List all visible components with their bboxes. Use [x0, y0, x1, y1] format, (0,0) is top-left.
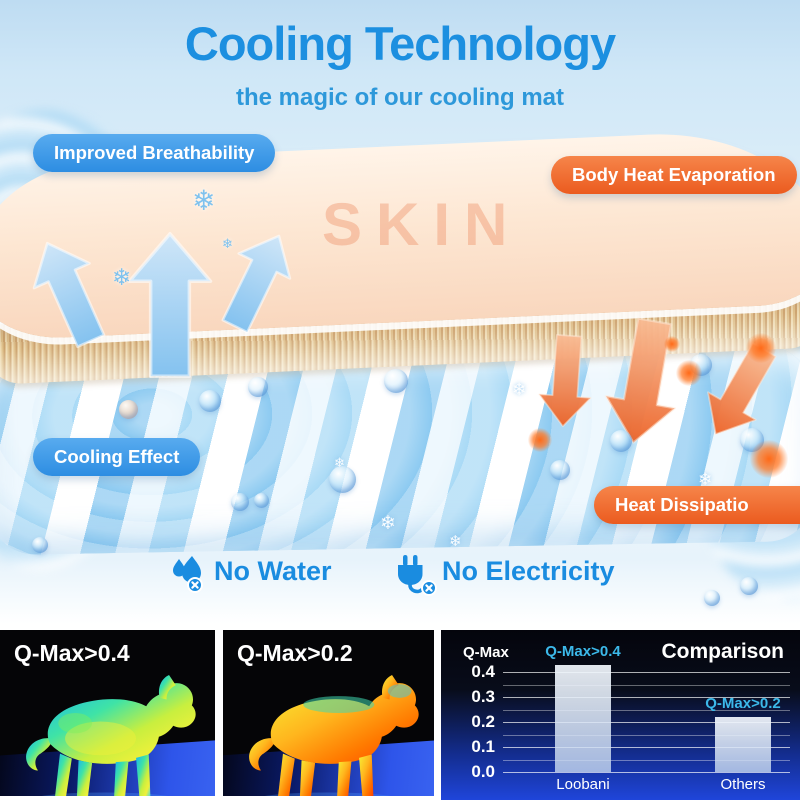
snowflake-icon: ❄ [698, 470, 713, 489]
airflow-up-arrow-icon [126, 186, 214, 424]
water-droplet [550, 460, 570, 480]
badge-cooling-effect: Cooling Effect [33, 438, 201, 476]
gridline [503, 722, 790, 723]
water-droplet [329, 466, 356, 493]
gridline [503, 684, 790, 686]
no-water-label: No Water [214, 556, 332, 586]
water-droplet [231, 493, 249, 511]
page-title: Cooling Technology [184, 17, 616, 70]
snowflake-icon: ❄ [222, 236, 233, 251]
heat-particle [750, 440, 788, 478]
page-subtitle: the magic of our cooling mat [235, 84, 565, 111]
snowflake-icon: ❄ [192, 185, 216, 216]
badge-heat-dissipation: Heat Dissipatio [594, 486, 800, 524]
heat-particle [746, 333, 776, 363]
badge-body-heat-evaporation: Body Heat Evaporation [551, 156, 797, 194]
water-droplet [32, 537, 48, 553]
x-tick-label: Others [720, 776, 766, 793]
snowflake-icon: ❄ [449, 533, 462, 550]
water-droplet [740, 577, 758, 595]
gridline [503, 734, 790, 736]
water-droplet [199, 390, 221, 412]
bar-others [715, 717, 771, 772]
cooling-mat-diagram: SKIN ❄ ❄ ❄ ❄ ❄ ❄ ❄ ❄ [0, 0, 800, 615]
heat-down-arrow-icon [592, 293, 696, 472]
snowflake-icon: ❄ [112, 264, 132, 290]
water-droplet [704, 590, 720, 606]
bar-annotation: Q-Max>0.2 [705, 695, 781, 712]
no-electricity-icon [392, 554, 438, 596]
y-tick-label: 0.0 [471, 762, 495, 781]
snowflake-icon: ❄ [334, 455, 345, 470]
bar-annotation: Q-Max>0.4 [545, 642, 621, 660]
airflow-up-arrow-icon [8, 209, 130, 375]
water-droplet [610, 430, 632, 452]
thermal-image-panel-others: Q-Max>0.2 [223, 630, 434, 796]
comparison-chart-plot: 0.0 0.1 0.2 0.3 0.4 Q-Max>0.4 Loobani Q-Max>0.2… [441, 630, 800, 800]
bar-loobani [555, 664, 611, 772]
snowflake-icon: ❄ [512, 380, 527, 399]
gridline [503, 709, 790, 711]
no-electricity-label: No Electricity [442, 556, 615, 586]
gridline [503, 697, 790, 698]
thermal-image-panel-loobani: Q-Max>0.4 [0, 630, 215, 796]
skin-label: SKIN [322, 191, 522, 258]
water-droplet [248, 377, 268, 397]
y-tick-label: 0.3 [471, 687, 495, 706]
gridline [503, 672, 790, 673]
no-water-icon [166, 554, 206, 594]
qmax-label: Q-Max>0.2 [237, 640, 353, 666]
heat-particle [664, 336, 680, 352]
gridline [503, 747, 790, 748]
x-tick-label: Loobani [556, 776, 610, 793]
gridline [503, 772, 790, 773]
y-tick-label: 0.4 [471, 662, 495, 681]
heat-particle [528, 428, 552, 452]
thermal-dog-cool-image [26, 674, 196, 796]
chart-y-axis-label: Q-Max [463, 644, 509, 661]
thermal-dog-warm-image [249, 674, 419, 796]
comparison-chart-panel: Q-Max Comparison 0.0 0.1 0.2 0.3 0.4 Q-Max>0.… [441, 630, 800, 800]
heat-down-arrow-icon [533, 308, 599, 454]
qmax-label: Q-Max>0.4 [14, 640, 130, 666]
snowflake-icon: ❄ [380, 513, 396, 534]
chart-title: Comparison [661, 640, 784, 663]
water-droplet [384, 369, 408, 393]
water-droplet [119, 400, 138, 419]
y-tick-label: 0.1 [471, 737, 495, 756]
badge-improved-breathability: Improved Breathability [33, 134, 276, 172]
airflow-up-arrow-icon [198, 204, 316, 359]
gridline [503, 759, 790, 761]
water-droplet [254, 493, 269, 508]
y-tick-label: 0.2 [471, 712, 495, 731]
heat-particle [676, 360, 702, 386]
